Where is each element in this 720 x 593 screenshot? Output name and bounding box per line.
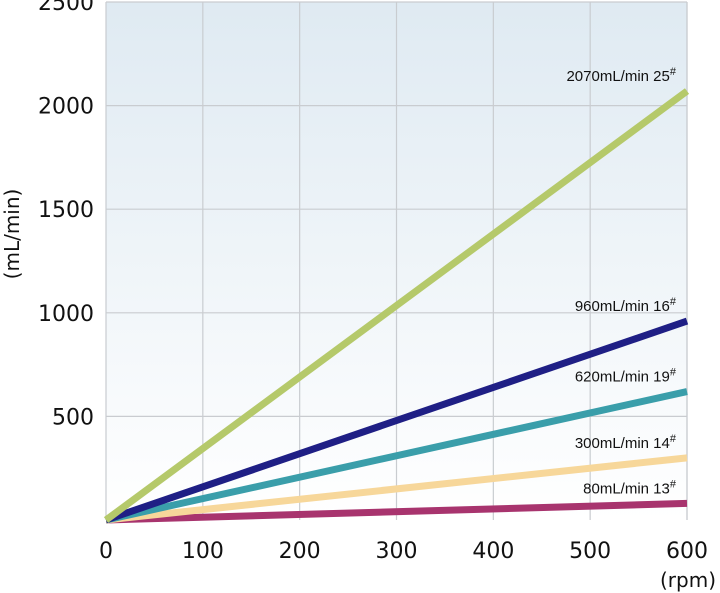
x-tick-label: 600 <box>666 539 708 564</box>
y-axis-ticks: 500 1000 1500 2000 2500 <box>38 0 94 430</box>
y-tick-label: 2500 <box>38 0 94 16</box>
series-label-13#: 80mL/min 13# <box>583 478 677 497</box>
series-label-16#: 960mL/min 16# <box>575 296 677 315</box>
series-line-25# <box>103 88 690 523</box>
series-label-19#: 620mL/min 19# <box>575 367 677 386</box>
grid <box>105 1 688 520</box>
y-tick-label: 2000 <box>38 95 94 120</box>
series-line-13# <box>105 499 688 524</box>
series-label-14#: 300mL/min 14# <box>575 433 677 452</box>
x-tick-label: 200 <box>279 539 321 564</box>
y-tick-label: 1000 <box>38 302 94 327</box>
y-axis-label: (mL/min) <box>0 189 24 280</box>
y-tick-label: 1500 <box>38 198 94 223</box>
x-axis-ticks: 0 100 200 300 400 500 600 <box>99 539 708 564</box>
x-tick-label: 100 <box>182 539 224 564</box>
series-line-19# <box>105 388 688 524</box>
series-line-14# <box>105 454 688 524</box>
x-tick-label: 400 <box>472 539 514 564</box>
series-label-25#: 2070mL/min 25# <box>566 66 676 85</box>
x-tick-label: 500 <box>569 539 611 564</box>
series-line-16# <box>104 317 689 524</box>
x-tick-label: 0 <box>99 539 113 564</box>
y-tick-label: 500 <box>52 405 94 430</box>
x-tick-label: 300 <box>376 539 418 564</box>
x-axis-label: (rpm) <box>660 568 716 592</box>
series-group: 2070mL/min 25# 960mL/min 16# 620mL/min 19#… <box>103 66 690 524</box>
